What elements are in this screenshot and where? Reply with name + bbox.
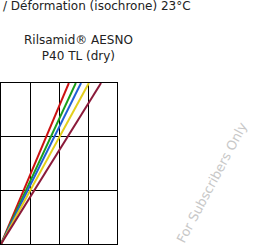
svg-text:For Subscribers Only: For Subscribers Only [174, 120, 250, 245]
svg-text:/ Déformation (isochrone) 23°C: / Déformation (isochrone) 23°C [3, 0, 191, 13]
svg-text:Rilsamid® AESNOP40 TL (dry): Rilsamid® AESNOP40 TL (dry) [24, 33, 133, 63]
